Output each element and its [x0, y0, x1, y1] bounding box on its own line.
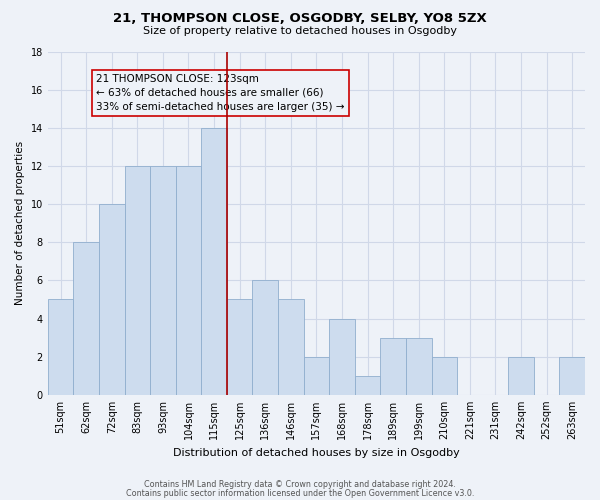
Text: 21, THOMPSON CLOSE, OSGODBY, SELBY, YO8 5ZX: 21, THOMPSON CLOSE, OSGODBY, SELBY, YO8 …	[113, 12, 487, 26]
Bar	[380, 338, 406, 395]
Text: 21 THOMPSON CLOSE: 123sqm
← 63% of detached houses are smaller (66)
33% of semi-: 21 THOMPSON CLOSE: 123sqm ← 63% of detac…	[96, 74, 344, 112]
Bar	[406, 338, 431, 395]
Bar	[227, 300, 253, 395]
Text: Contains HM Land Registry data © Crown copyright and database right 2024.: Contains HM Land Registry data © Crown c…	[144, 480, 456, 489]
Bar	[150, 166, 176, 395]
Bar	[201, 128, 227, 395]
Bar	[508, 356, 534, 395]
Text: Contains public sector information licensed under the Open Government Licence v3: Contains public sector information licen…	[126, 488, 474, 498]
Bar	[355, 376, 380, 395]
X-axis label: Distribution of detached houses by size in Osgodby: Distribution of detached houses by size …	[173, 448, 460, 458]
Bar	[304, 356, 329, 395]
Bar	[125, 166, 150, 395]
Text: Size of property relative to detached houses in Osgodby: Size of property relative to detached ho…	[143, 26, 457, 36]
Bar	[253, 280, 278, 395]
Bar	[99, 204, 125, 395]
Bar	[73, 242, 99, 395]
Bar	[176, 166, 201, 395]
Bar	[48, 300, 73, 395]
Bar	[329, 318, 355, 395]
Bar	[278, 300, 304, 395]
Y-axis label: Number of detached properties: Number of detached properties	[15, 141, 25, 305]
Bar	[431, 356, 457, 395]
Bar	[559, 356, 585, 395]
